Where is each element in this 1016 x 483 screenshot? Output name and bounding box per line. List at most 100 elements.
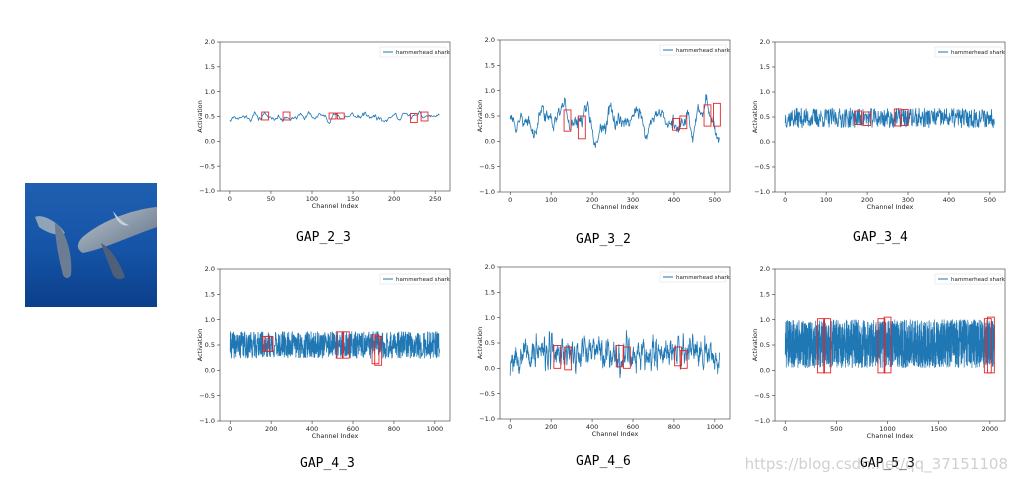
chart-panel-gap-5-3: −1.0 −0.5 0.0 0.5 1.0 1.5 2.0 0 500 1000 1500 2000 C… (745, 265, 1015, 443)
watermark: https://blog.csdn.net/qq_37151108 (744, 455, 1008, 473)
highlight-box (420, 111, 429, 122)
y-tick-label: −1.0 (479, 188, 495, 196)
y-tick-label: 1.0 (485, 87, 495, 95)
y-tick-label: 1.0 (205, 316, 215, 324)
y-axis-label: Activation (476, 100, 484, 133)
x-axis-label: Channel Index (312, 432, 359, 440)
legend-box (934, 273, 1002, 285)
y-tick-label: −0.5 (199, 162, 215, 170)
y-tick-label: 0.5 (760, 341, 770, 349)
y-tick-label: −1.0 (754, 417, 770, 425)
x-axis-label: Channel Index (312, 202, 359, 210)
highlight-box (577, 115, 586, 140)
chart-caption: GAP_5_3 (860, 456, 915, 471)
x-tick-label: 400 (306, 425, 318, 433)
x-axis-label: Channel Index (867, 203, 914, 211)
y-tick-label: −1.0 (199, 187, 215, 195)
y-tick-label: 0.0 (205, 138, 215, 146)
chart-svg: −1.0 −0.5 0.0 0.5 1.0 1.5 2.0 0 200 400 600 800 1000… (196, 265, 451, 440)
x-tick-label: 0 (508, 423, 512, 431)
x-tick-label: 0 (783, 425, 787, 433)
y-tick-label: 0.0 (760, 367, 770, 375)
y-tick-label: 1.5 (485, 62, 495, 70)
legend-box (934, 46, 1002, 58)
highlight-box (553, 345, 562, 369)
legend-box (379, 46, 447, 58)
chart-svg: −1.0 −0.5 0.0 0.5 1.0 1.5 2.0 0 100 200 300 400 500 C… (751, 38, 1006, 211)
x-tick-label: 400 (586, 423, 598, 431)
x-tick-label: 300 (627, 196, 639, 204)
y-tick-label: 1.0 (485, 314, 495, 322)
y-axis-label: Activation (751, 101, 759, 134)
x-axis-label: Channel Index (592, 430, 639, 438)
x-tick-label: 600 (627, 423, 639, 431)
highlight-box (854, 110, 862, 125)
highlight-box (371, 334, 380, 365)
legend-box (379, 273, 447, 285)
highlight-box (679, 350, 688, 369)
highlight-box (328, 112, 337, 120)
x-tick-label: 0 (508, 196, 512, 204)
legend-label: hammerhead shark (396, 50, 451, 56)
y-tick-label: −1.0 (479, 415, 495, 423)
highlight-box (335, 331, 344, 359)
x-tick-label: 300 (902, 196, 914, 204)
highlight-box (877, 318, 886, 374)
highlight-box (900, 109, 909, 126)
x-tick-label: 250 (429, 195, 441, 203)
y-tick-label: −0.5 (754, 163, 770, 171)
series-line (229, 331, 440, 359)
legend-box (659, 271, 727, 283)
hammerhead-shark-image (25, 183, 157, 307)
chart-svg: −1.0 −0.5 0.0 0.5 1.0 1.5 2.0 0 50 100 150 200 250 Ch… (196, 38, 451, 210)
highlight-box (817, 318, 825, 374)
y-tick-label: 1.0 (760, 88, 770, 96)
y-tick-label: 0.5 (485, 112, 495, 120)
highlight-box (674, 346, 682, 367)
legend-label: hammerhead shark (951, 50, 1006, 56)
x-axis-label: Channel Index (867, 432, 914, 440)
highlight-box (823, 318, 832, 374)
y-tick-label: 2.0 (205, 265, 215, 273)
x-tick-label: 1000 (707, 423, 724, 431)
chart-panel-gap-2-3: −1.0 −0.5 0.0 0.5 1.0 1.5 2.0 0 50 100 150 200 250 Ch… (190, 38, 460, 213)
legend-box (659, 44, 727, 56)
y-tick-label: 1.0 (205, 88, 215, 96)
highlight-box (282, 111, 291, 121)
legend-label: hammerhead shark (676, 48, 731, 54)
x-axis-label: Channel Index (592, 203, 639, 211)
legend-label: hammerhead shark (396, 277, 451, 283)
y-tick-label: −0.5 (199, 392, 215, 400)
y-tick-label: 1.5 (760, 291, 770, 299)
highlight-box (564, 346, 573, 371)
x-tick-label: 200 (265, 425, 277, 433)
highlight-box (563, 109, 572, 132)
highlight-box (409, 113, 418, 123)
y-tick-label: 1.5 (760, 63, 770, 71)
y-tick-label: 0.0 (485, 138, 495, 146)
y-tick-label: 0.5 (205, 341, 215, 349)
series-line (784, 319, 996, 369)
y-tick-label: 0.5 (485, 339, 495, 347)
x-tick-label: 500 (984, 196, 996, 204)
highlight-box (713, 102, 721, 127)
y-tick-label: 0.0 (760, 138, 770, 146)
y-tick-label: −1.0 (754, 188, 770, 196)
series-line (509, 330, 720, 379)
x-tick-label: 500 (709, 196, 721, 204)
chart-panel-gap-4-6: −1.0 −0.5 0.0 0.5 1.0 1.5 2.0 0 200 400 600 800 1000… (470, 263, 740, 441)
x-tick-label: 100 (820, 196, 832, 204)
y-tick-label: 1.5 (205, 63, 215, 71)
y-tick-label: −0.5 (479, 163, 495, 171)
highlight-box (265, 335, 274, 353)
highlight-box (863, 111, 871, 126)
highlight-box (986, 316, 995, 374)
x-tick-label: 200 (861, 196, 873, 204)
y-tick-label: 1.0 (760, 316, 770, 324)
x-tick-label: 400 (943, 196, 955, 204)
x-tick-label: 800 (388, 425, 400, 433)
x-tick-label: 200 (545, 423, 557, 431)
y-tick-label: 1.5 (485, 289, 495, 297)
y-axis-label: Activation (196, 100, 204, 133)
y-axis-label: Activation (196, 329, 204, 362)
